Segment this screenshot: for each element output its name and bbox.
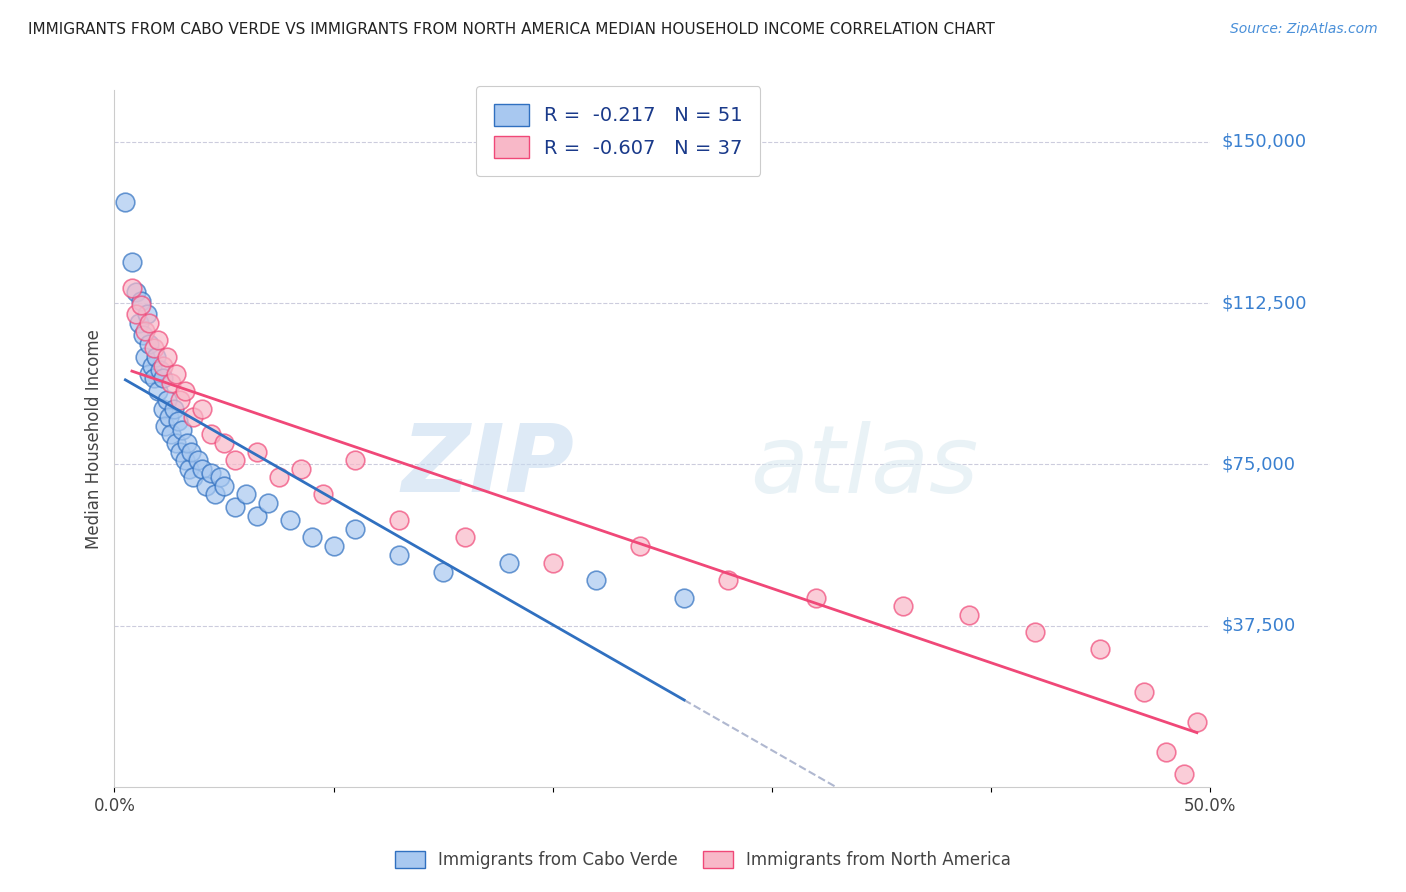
Point bbox=[498, 556, 520, 570]
Point bbox=[804, 591, 827, 605]
Point bbox=[212, 479, 235, 493]
Point bbox=[585, 574, 607, 588]
Point bbox=[125, 285, 148, 300]
Point bbox=[157, 410, 180, 425]
Point bbox=[142, 341, 165, 355]
Text: $37,500: $37,500 bbox=[1222, 616, 1295, 634]
Point bbox=[204, 487, 226, 501]
Point bbox=[177, 461, 200, 475]
Point bbox=[454, 531, 477, 545]
Point bbox=[138, 337, 160, 351]
Point bbox=[212, 436, 235, 450]
Point bbox=[169, 444, 191, 458]
Point bbox=[290, 461, 312, 475]
Point bbox=[173, 384, 195, 399]
Point bbox=[246, 444, 269, 458]
Text: ZIP: ZIP bbox=[402, 420, 575, 513]
Point bbox=[191, 461, 214, 475]
Point bbox=[432, 565, 454, 579]
Point bbox=[200, 427, 222, 442]
Point bbox=[1024, 625, 1046, 640]
Point bbox=[172, 423, 194, 437]
Legend: R =  -0.217   N = 51, R =  -0.607   N = 37: R = -0.217 N = 51, R = -0.607 N = 37 bbox=[477, 87, 761, 176]
Point bbox=[1173, 767, 1195, 781]
Point bbox=[142, 371, 165, 385]
Point bbox=[187, 453, 209, 467]
Point bbox=[167, 414, 190, 428]
Text: $150,000: $150,000 bbox=[1222, 133, 1306, 151]
Point bbox=[311, 487, 333, 501]
Y-axis label: Median Household Income: Median Household Income bbox=[86, 328, 103, 549]
Point bbox=[125, 307, 148, 321]
Point bbox=[162, 401, 184, 416]
Point bbox=[224, 500, 246, 515]
Point bbox=[129, 293, 152, 308]
Point bbox=[152, 371, 174, 385]
Point bbox=[541, 556, 564, 570]
Text: $112,500: $112,500 bbox=[1222, 294, 1306, 312]
Point bbox=[628, 539, 651, 553]
Point bbox=[148, 333, 170, 347]
Point bbox=[278, 513, 301, 527]
Point bbox=[152, 359, 174, 373]
Point bbox=[344, 522, 367, 536]
Point bbox=[134, 350, 156, 364]
Point bbox=[145, 350, 167, 364]
Point bbox=[1185, 715, 1208, 730]
Point bbox=[148, 384, 170, 399]
Point bbox=[200, 466, 222, 480]
Point bbox=[173, 453, 195, 467]
Point bbox=[160, 376, 183, 390]
Point bbox=[224, 453, 246, 467]
Point bbox=[121, 255, 143, 269]
Point bbox=[344, 453, 367, 467]
Point bbox=[129, 298, 152, 312]
Point bbox=[156, 350, 179, 364]
Point bbox=[195, 479, 218, 493]
Point bbox=[891, 599, 914, 614]
Point bbox=[114, 195, 136, 210]
Point bbox=[165, 436, 187, 450]
Text: $75,000: $75,000 bbox=[1222, 456, 1295, 474]
Point bbox=[256, 496, 278, 510]
Point bbox=[176, 436, 198, 450]
Point bbox=[673, 591, 696, 605]
Point bbox=[208, 470, 231, 484]
Point bbox=[322, 539, 344, 553]
Point bbox=[388, 548, 411, 562]
Point bbox=[191, 401, 214, 416]
Point bbox=[301, 531, 323, 545]
Point bbox=[235, 487, 257, 501]
Text: atlas: atlas bbox=[749, 421, 979, 512]
Text: IMMIGRANTS FROM CABO VERDE VS IMMIGRANTS FROM NORTH AMERICA MEDIAN HOUSEHOLD INC: IMMIGRANTS FROM CABO VERDE VS IMMIGRANTS… bbox=[28, 22, 995, 37]
Point bbox=[1090, 642, 1112, 657]
Point bbox=[136, 307, 159, 321]
Point bbox=[152, 401, 174, 416]
Point bbox=[132, 328, 155, 343]
Point bbox=[181, 470, 204, 484]
Point bbox=[141, 359, 163, 373]
Point bbox=[160, 427, 183, 442]
Point bbox=[957, 607, 980, 622]
Point bbox=[1154, 746, 1177, 760]
Point bbox=[165, 367, 187, 381]
Text: Source: ZipAtlas.com: Source: ZipAtlas.com bbox=[1230, 22, 1378, 37]
Point bbox=[156, 392, 179, 407]
Point bbox=[1133, 685, 1156, 699]
Point bbox=[134, 324, 156, 338]
Point bbox=[153, 418, 176, 433]
Point bbox=[181, 410, 204, 425]
Point bbox=[169, 392, 191, 407]
Point bbox=[138, 367, 160, 381]
Point bbox=[128, 316, 150, 330]
Point bbox=[267, 470, 290, 484]
Point bbox=[180, 444, 202, 458]
Point bbox=[246, 508, 269, 523]
Legend: Immigrants from Cabo Verde, Immigrants from North America: Immigrants from Cabo Verde, Immigrants f… bbox=[385, 841, 1021, 880]
Point bbox=[149, 363, 172, 377]
Point bbox=[121, 281, 143, 295]
Point bbox=[138, 316, 160, 330]
Point bbox=[388, 513, 411, 527]
Point bbox=[717, 574, 740, 588]
